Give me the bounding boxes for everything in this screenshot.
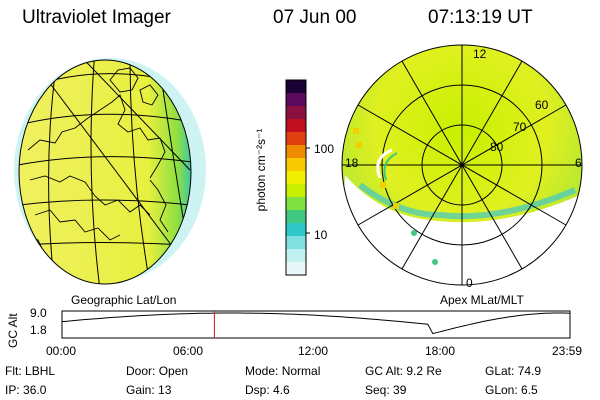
app-title: Ultraviolet Imager: [22, 7, 171, 28]
colorbar-segment: [286, 132, 306, 146]
info-mode: Mode: Normal: [245, 364, 321, 378]
polar-hour-6: 6: [575, 156, 582, 170]
colorbar-unit-label: photon cm⁻²s⁻¹: [254, 128, 268, 212]
info-ip: IP: 36.0: [5, 383, 47, 397]
info-gain: Gain: 13: [126, 383, 172, 397]
colorbar-segment: [286, 262, 306, 276]
earth-disk: [19, 60, 191, 284]
info-glat: GLat: 74.9: [485, 364, 542, 378]
info-dsp: Dsp: 4.6: [245, 383, 290, 397]
info-flt: Flt: LBHL: [5, 364, 56, 378]
info-gc-alt: GC Alt: 9.2 Re: [365, 364, 442, 378]
time-label: 07:13:19 UT: [428, 7, 533, 28]
info-seq: Seq: 39: [365, 383, 407, 397]
right-panel-label: Apex MLat/MLT: [440, 293, 524, 307]
altitude-y-tick-low: 1.8: [30, 323, 47, 337]
info-glon: GLon: 6.5: [485, 383, 538, 397]
polar-image: [341, 44, 583, 286]
colorbar-segment: [286, 236, 306, 250]
info-door: Door: Open: [126, 364, 189, 378]
date-label: 07 Jun 00: [273, 7, 357, 28]
polar-hour-18: 18: [345, 156, 359, 170]
colorbar-segment: [286, 249, 306, 263]
geographic-image: [14, 58, 206, 285]
colorbar-segment: [286, 119, 306, 133]
colorbar: [285, 79, 310, 276]
colorbar-segment: [286, 223, 306, 237]
altitude-y-tick-high: 9.0: [30, 306, 47, 320]
colorbar-segment: [286, 158, 306, 172]
earth-limb: [18, 59, 192, 285]
polar-grid: [341, 44, 583, 286]
colorbar-frame: [285, 79, 307, 276]
altitude-x-tick-2: 12:00: [298, 344, 329, 358]
lat-lon-grid: [19, 60, 191, 284]
colorbar-tick-10: 10: [314, 228, 328, 242]
polar-hour-12: 12: [473, 47, 487, 61]
polar-hour-0: 0: [466, 276, 473, 290]
colorbar-segment: [286, 80, 306, 94]
polar-spoke: [357, 104, 567, 226]
altitude-x-tick-0: 00:00: [46, 344, 77, 358]
colorbar-segment: [286, 197, 306, 211]
altitude-axis-label: GC Alt: [6, 313, 20, 348]
polar-ring-60: 60: [535, 98, 549, 112]
colorbar-segment: [286, 145, 306, 159]
altitude-curve: [61, 312, 571, 335]
colorbar-segment: [286, 171, 306, 185]
colorbar-segment: [286, 210, 306, 224]
altitude-plot: [61, 310, 571, 339]
colorbar-segment: [286, 184, 306, 198]
altitude-x-tick-3: 18:00: [425, 344, 456, 358]
altitude-x-tick-4: 23:59: [552, 344, 583, 358]
auroral-arc-markers: [353, 128, 438, 265]
colorbar-segment: [286, 106, 306, 120]
colorbar-tick-100: 100: [314, 142, 335, 156]
polar-ring-80: 80: [490, 140, 504, 154]
polar-ring-70: 70: [513, 120, 527, 134]
left-panel-label: Geographic Lat/Lon: [71, 293, 177, 307]
altitude-x-tick-1: 06:00: [173, 344, 204, 358]
colorbar-segment: [286, 93, 306, 107]
